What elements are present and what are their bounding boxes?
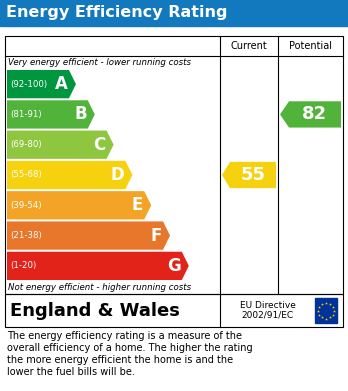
Text: Very energy efficient - lower running costs: Very energy efficient - lower running co… (8, 58, 191, 67)
Polygon shape (7, 252, 189, 280)
Text: F: F (151, 226, 162, 245)
Text: 82: 82 (302, 106, 327, 124)
Text: (69-80): (69-80) (10, 140, 42, 149)
Text: the more energy efficient the home is and the: the more energy efficient the home is an… (7, 355, 233, 365)
Text: 2002/91/EC: 2002/91/EC (242, 311, 294, 320)
Text: (39-54): (39-54) (10, 201, 42, 210)
Text: (55-68): (55-68) (10, 170, 42, 179)
Polygon shape (7, 221, 170, 250)
Text: G: G (167, 257, 181, 275)
Text: (21-38): (21-38) (10, 231, 42, 240)
Text: overall efficiency of a home. The higher the rating: overall efficiency of a home. The higher… (7, 343, 253, 353)
Polygon shape (7, 191, 151, 219)
Bar (5, 36, 343, 294)
Polygon shape (7, 100, 95, 129)
Bar (315, 298, 337, 323)
Text: EU Directive: EU Directive (239, 301, 295, 310)
Text: Energy Efficiency Rating: Energy Efficiency Rating (6, 5, 228, 20)
Text: Not energy efficient - higher running costs: Not energy efficient - higher running co… (8, 283, 191, 292)
Polygon shape (222, 162, 276, 188)
Polygon shape (7, 70, 76, 98)
Text: A: A (55, 75, 68, 93)
Polygon shape (7, 161, 132, 189)
Text: B: B (74, 106, 87, 124)
Polygon shape (280, 101, 341, 127)
Text: lower the fuel bills will be.: lower the fuel bills will be. (7, 367, 135, 377)
Text: C: C (93, 136, 105, 154)
Text: The energy efficiency rating is a measure of the: The energy efficiency rating is a measur… (7, 331, 242, 341)
Text: (81-91): (81-91) (10, 110, 42, 119)
Text: England & Wales: England & Wales (10, 301, 180, 319)
Text: Current: Current (231, 41, 267, 51)
Text: (92-100): (92-100) (10, 80, 47, 89)
Bar (0, 0, 348, 26)
Text: E: E (132, 196, 143, 214)
Text: (1-20): (1-20) (10, 261, 36, 270)
Bar (5, 294, 343, 327)
Polygon shape (7, 131, 113, 159)
Text: 55: 55 (240, 166, 266, 184)
Text: Potential: Potential (289, 41, 332, 51)
Text: D: D (111, 166, 124, 184)
